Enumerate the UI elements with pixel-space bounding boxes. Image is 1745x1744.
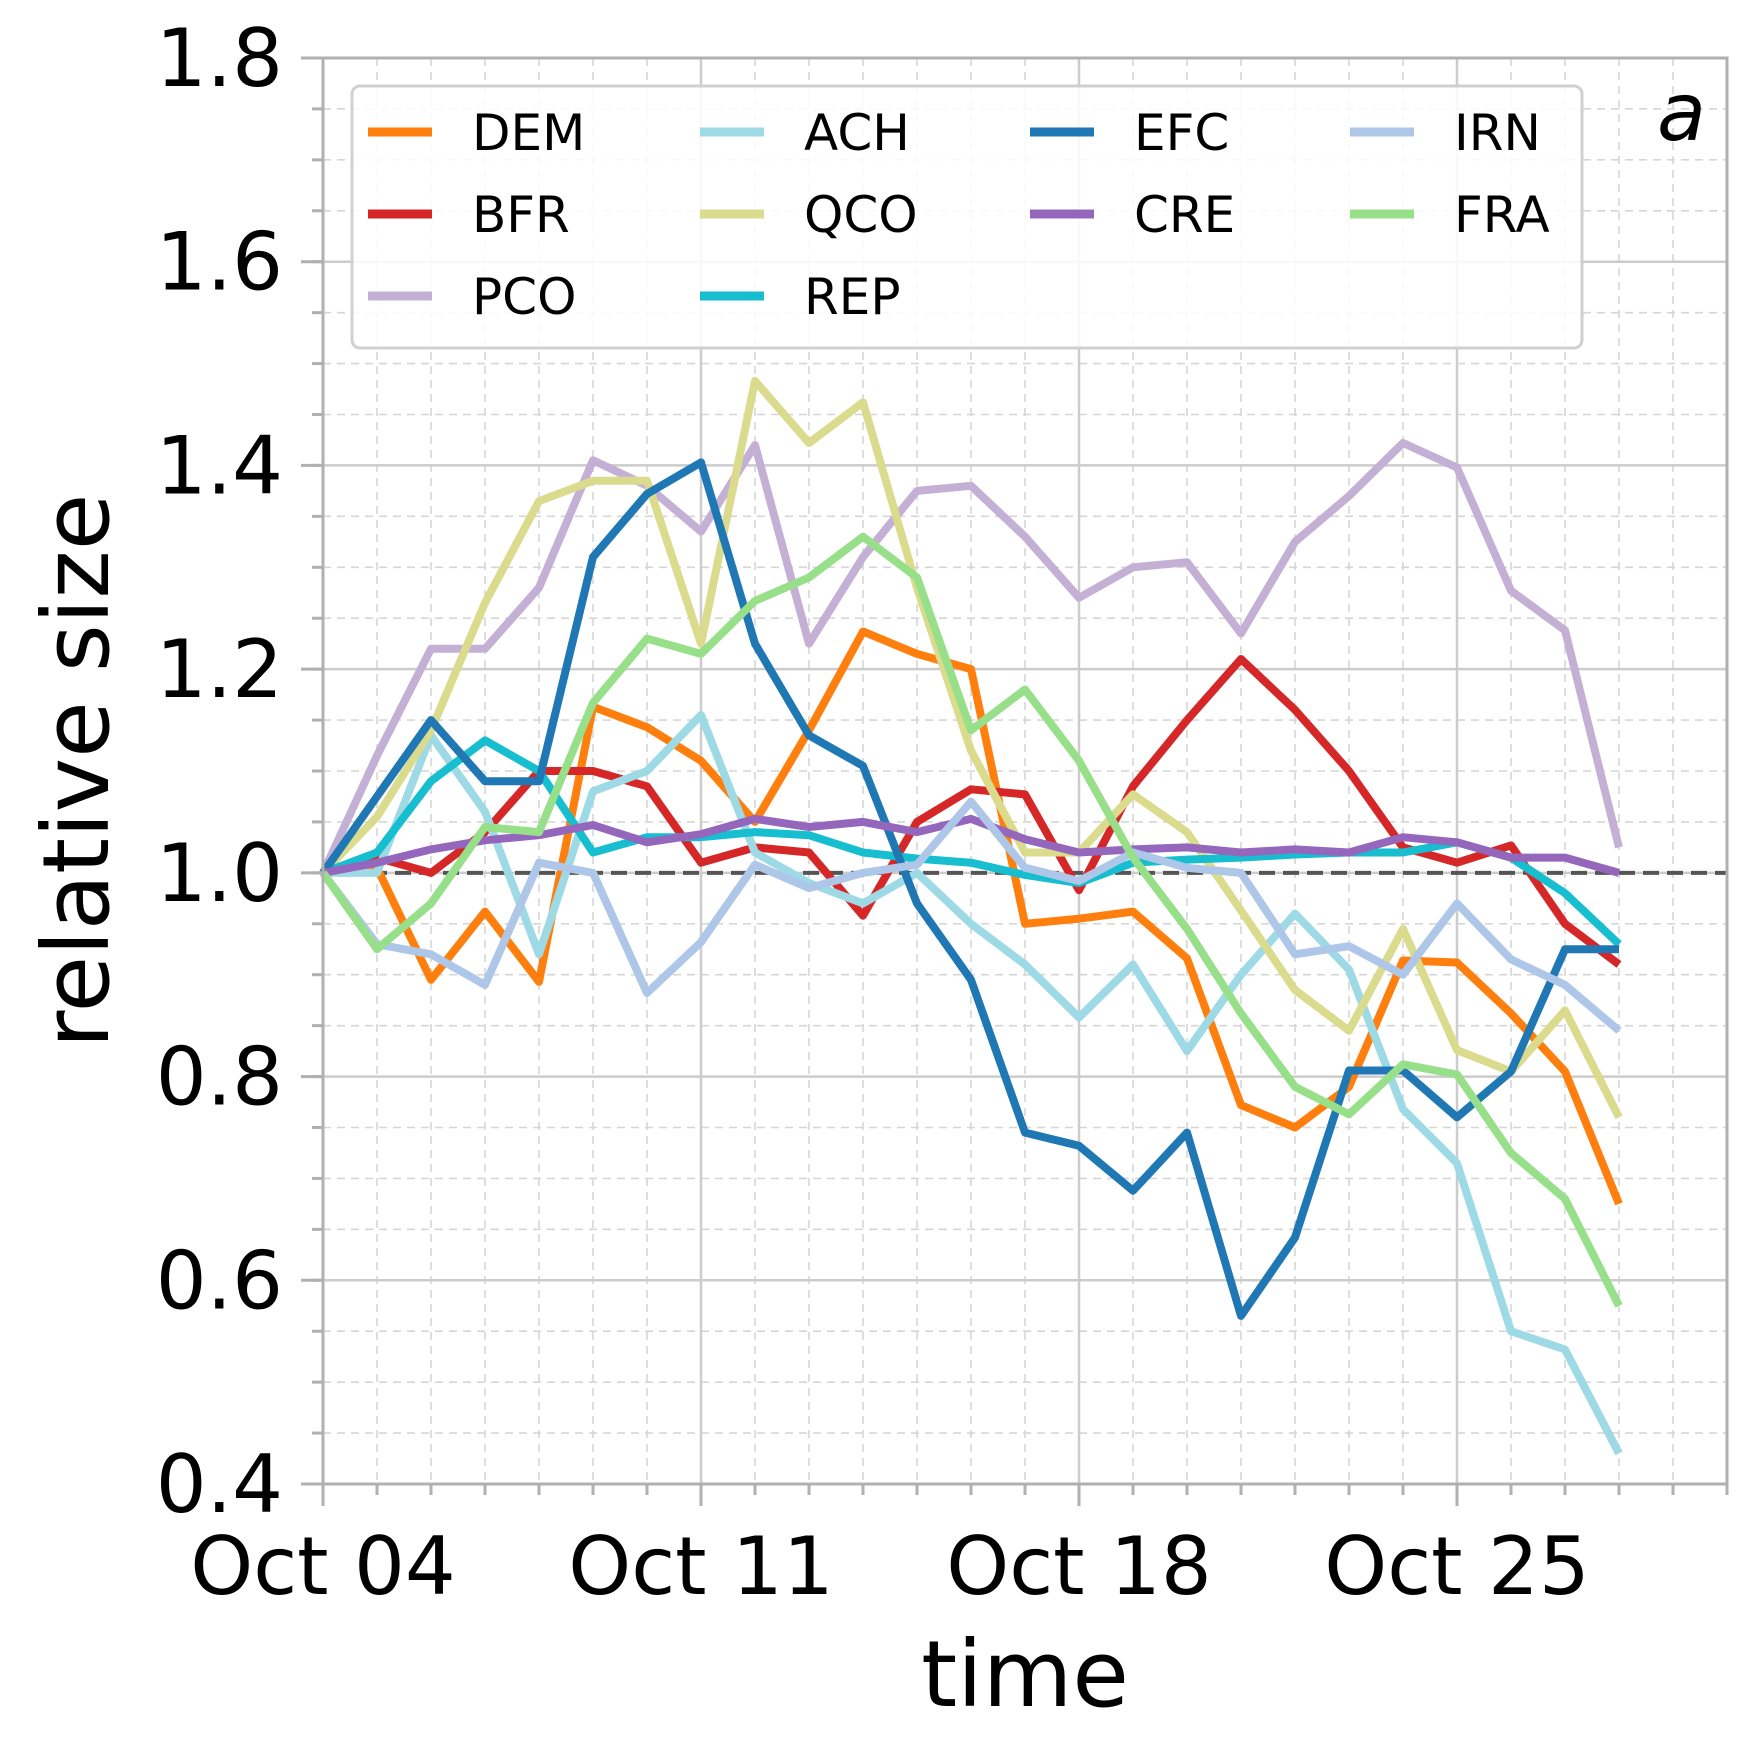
series-line-efc <box>319 458 1619 1320</box>
y-tick-labels: 0.4 0.6 0.8 1.0 1.2 1.4 1.6 1.8 <box>156 12 283 1531</box>
y-tick-label: 1.0 <box>156 827 283 920</box>
legend-label-pco: PCO <box>472 268 576 326</box>
legend-box <box>350 84 1584 350</box>
y-tick-label: 1.4 <box>156 419 283 512</box>
legend-label-ach: ACH <box>804 104 910 162</box>
y-tick-label: 0.6 <box>156 1234 283 1327</box>
legend-label-irn: IRN <box>1454 104 1541 162</box>
x-axis-label: time <box>921 1621 1129 1728</box>
y-axis-label: relative size <box>23 494 130 1049</box>
series-line-dem <box>322 627 1623 1206</box>
legend-label-rep: REP <box>804 268 900 326</box>
y-tick-label: 1.6 <box>156 216 283 309</box>
series-lines <box>319 376 1623 1456</box>
y-tick-label: 1.2 <box>156 623 283 716</box>
y-tick-label: 0.8 <box>156 1031 283 1124</box>
series-line-pco <box>319 439 1623 875</box>
panel-label: a <box>1657 66 1706 159</box>
legend-label-cre: CRE <box>1134 186 1235 244</box>
x-tick-labels: Oct 04 Oct 11 Oct 18 Oct 25 <box>190 1520 1590 1613</box>
legend: DEM BFR PCO ACH QCO REP EFC CRE IRN FRA <box>350 84 1584 350</box>
axis-ticks <box>301 56 1729 1506</box>
series-line-fra <box>319 532 1623 1308</box>
legend-label-dem: DEM <box>472 104 585 162</box>
x-tick-label: Oct 18 <box>946 1520 1212 1613</box>
legend-label-bfr: BFR <box>472 186 570 244</box>
series-line-irn <box>319 797 1622 1034</box>
y-tick-label: 0.4 <box>156 1438 283 1531</box>
x-tick-label: Oct 25 <box>1324 1520 1590 1613</box>
series-line-qco <box>320 376 1623 1120</box>
legend-label-qco: QCO <box>804 186 918 244</box>
legend-label-efc: EFC <box>1134 104 1229 162</box>
series-line-ach <box>323 711 1623 1456</box>
legend-label-fra: FRA <box>1454 186 1550 244</box>
y-tick-label: 1.8 <box>156 12 283 105</box>
x-tick-label: Oct 04 <box>190 1520 456 1613</box>
x-tick-label: Oct 11 <box>568 1520 834 1613</box>
